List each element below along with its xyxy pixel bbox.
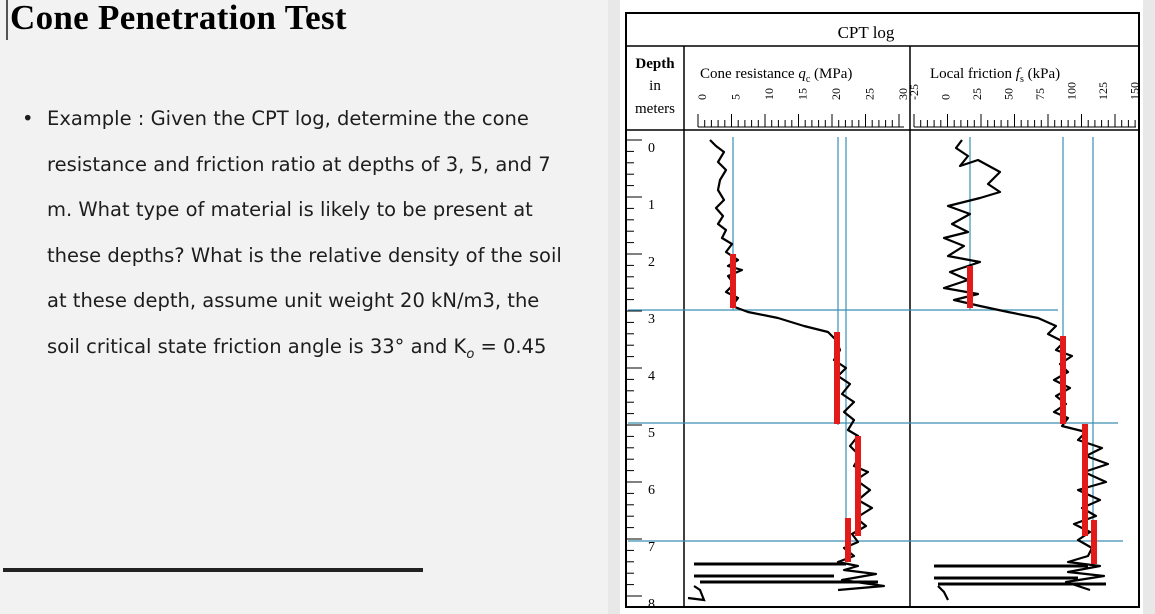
- cone-tick-label: 10: [762, 88, 776, 100]
- marker-friction-depth3: [967, 266, 973, 308]
- cone-unit: (MPa): [810, 66, 852, 82]
- cone-tick-labels: 0 5 10 15 20 25 30: [695, 88, 910, 100]
- depth-tick-label: 6: [648, 483, 655, 498]
- marker-cone-depth7: [845, 518, 851, 562]
- scan-margin-right: [1143, 0, 1155, 614]
- example-text: Example : Given the CPT log, determine t…: [47, 107, 562, 358]
- depth-tick-label: 4: [648, 369, 655, 384]
- log-background: [608, 0, 1155, 614]
- marker-cone-depth3: [730, 254, 736, 308]
- friction-tick-label: 75: [1033, 88, 1047, 100]
- depth-labels: 0 1 2 3 4 5 6 7 8: [648, 141, 655, 612]
- marker-friction-depth6: [1082, 424, 1088, 536]
- cone-trace-tail: [687, 585, 706, 602]
- friction-subscript: s: [1020, 74, 1024, 85]
- friction-tick-label: 125: [1096, 82, 1110, 100]
- cone-header: Cone resistance qc (MPa): [700, 66, 852, 85]
- friction-symbol: f: [1016, 66, 1022, 82]
- depth-ruler: [626, 139, 642, 597]
- cone-ruler: [697, 114, 904, 128]
- depth-tick-label: 2: [648, 255, 655, 270]
- friction-trace-tail: [937, 585, 949, 601]
- cpt-log-figure: CPT log Depth in meters Cone resistance …: [608, 0, 1155, 614]
- friction-tick-label: -25: [907, 84, 921, 100]
- cpt-log-svg: CPT log Depth in meters Cone resistance …: [608, 0, 1155, 614]
- cone-symbol: q: [798, 66, 806, 82]
- friction-unit: (kPa): [1024, 66, 1060, 82]
- friction-tick-label: 50: [1002, 88, 1016, 100]
- example-bullet: • Example : Given the CPT log, determine…: [22, 96, 562, 377]
- friction-header: Local friction fs (kPa): [930, 66, 1060, 85]
- depth-tick-label: 1: [648, 198, 655, 213]
- bullet-dot: •: [22, 107, 34, 130]
- friction-ruler: [913, 114, 1136, 128]
- friction-tick-label: 150: [1128, 82, 1142, 100]
- marker-friction-depth7: [1091, 520, 1097, 564]
- depth-tick-label: 0: [648, 141, 655, 156]
- friction-tick-label: 0: [939, 94, 953, 100]
- friction-tick-label: 25: [970, 88, 984, 100]
- marker-friction-depth5: [1060, 336, 1066, 424]
- k-subscript: o: [466, 346, 475, 362]
- friction-header-prefix: Local friction: [930, 66, 1016, 82]
- friction-base-spikes: [934, 564, 1106, 586]
- marker-cone-depth6: [855, 436, 861, 536]
- bottom-rule: [3, 568, 423, 572]
- cone-tick-label: 30: [896, 88, 910, 100]
- example-body: Example : Given the CPT log, determine t…: [47, 96, 562, 377]
- cone-header-prefix: Cone resistance: [700, 66, 798, 82]
- slide-left-border: [6, 0, 8, 40]
- cone-base-spikes: [694, 562, 878, 584]
- k-value: = 0.45: [474, 334, 547, 358]
- cone-tick-label: 25: [863, 88, 877, 100]
- marker-cone-depth5: [834, 332, 840, 424]
- friction-tick-labels: -25 0 25 50 75 100 125 150: [907, 82, 1142, 100]
- marker-bars: [730, 254, 1097, 564]
- friction-tick-label: 100: [1065, 82, 1079, 100]
- depth-tick-label: 5: [648, 426, 655, 441]
- depth-tick-label: 3: [648, 312, 655, 327]
- scan-margin-left: [608, 0, 620, 614]
- cone-tick-label: 0: [695, 94, 709, 100]
- cone-tick-label: 15: [796, 88, 810, 100]
- depth-header-line2: in: [649, 78, 661, 94]
- depth-tick-label: 7: [648, 540, 655, 555]
- depth-header-line1: Depth: [635, 56, 675, 72]
- log-frame: [625, 12, 1140, 608]
- log-title: CPT log: [838, 23, 895, 42]
- slide-title: Cone Penetration Test: [10, 0, 347, 37]
- cone-tick-label: 20: [829, 88, 843, 100]
- cone-tick-label: 5: [729, 94, 743, 100]
- depth-header-line3: meters: [635, 101, 675, 117]
- depth-tick-label: 8: [648, 597, 655, 612]
- cone-subscript: c: [806, 74, 811, 85]
